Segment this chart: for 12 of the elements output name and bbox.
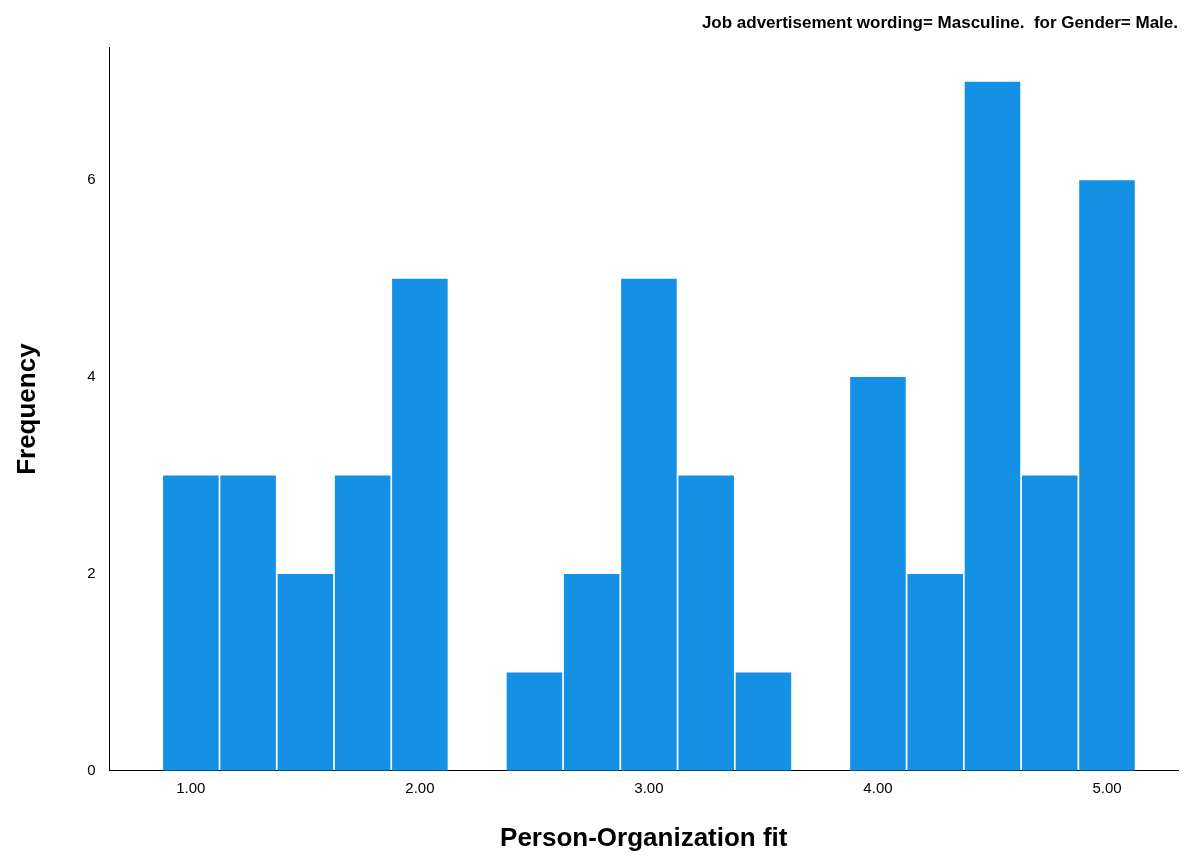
x-tick-label: 5.00 bbox=[1092, 778, 1122, 796]
x-tick-label: 4.00 bbox=[863, 778, 893, 796]
chart-title: Job advertisement wording= Masculine. for Gender= Male. bbox=[701, 12, 1178, 32]
x-tick-label: 1.00 bbox=[176, 778, 206, 796]
x-axis-title: Person-Organization fit bbox=[500, 821, 788, 852]
y-axis-title: Frequency bbox=[10, 342, 41, 475]
y-tick-label: 6 bbox=[87, 170, 96, 188]
x-tick-label: 3.00 bbox=[634, 778, 664, 796]
y-tick-label: 0 bbox=[87, 760, 96, 778]
x-tick-label: 2.00 bbox=[405, 778, 435, 796]
y-tick-label: 4 bbox=[87, 367, 96, 385]
y-tick-label: 2 bbox=[87, 564, 96, 582]
